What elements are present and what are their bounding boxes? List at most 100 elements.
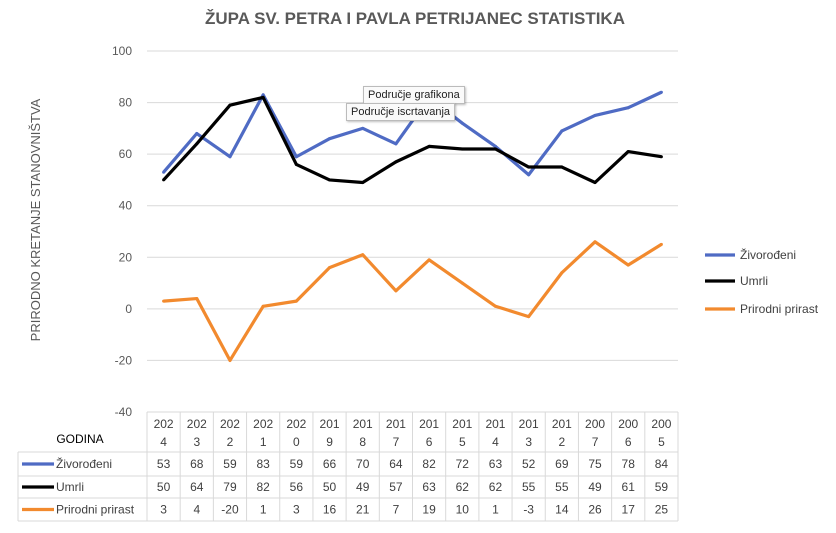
data-point[interactable]: [261, 93, 265, 97]
x-tick-label-cont: 7: [592, 435, 599, 449]
legend-entry[interactable]: Prirodni prirast: [740, 302, 819, 316]
data-label: 50: [157, 480, 171, 494]
x-tick-label-cont: 4: [160, 435, 167, 449]
data-label: 83: [256, 457, 270, 471]
data-point[interactable]: [361, 253, 365, 257]
x-tick-label: 201: [320, 417, 340, 431]
data-point[interactable]: [228, 103, 232, 107]
data-point[interactable]: [394, 289, 398, 293]
data-point[interactable]: [195, 132, 199, 136]
data-label: 21: [356, 503, 370, 517]
tooltip-chart-area: Područje grafikona: [363, 86, 465, 104]
data-label: 49: [356, 480, 370, 494]
series-line-Prirodni prirast[interactable]: [163, 240, 663, 363]
data-point[interactable]: [195, 297, 199, 301]
x-axis-title: GODINA: [56, 432, 103, 446]
data-label: 63: [422, 480, 436, 494]
data-label: -3: [523, 503, 534, 517]
data-point[interactable]: [493, 147, 497, 151]
data-point[interactable]: [195, 142, 199, 146]
x-tick-label-cont: 2: [227, 435, 234, 449]
data-point[interactable]: [493, 304, 497, 308]
data-point[interactable]: [228, 358, 232, 362]
data-label: 57: [389, 480, 403, 494]
data-point[interactable]: [527, 315, 531, 319]
series-line-Umrli[interactable]: [162, 95, 662, 185]
data-point[interactable]: [460, 121, 464, 125]
chart-title: ŽUPA SV. PETRA I PAVLA PETRIJANEC STATIS…: [205, 9, 625, 28]
y-tick-label: -40: [115, 405, 133, 419]
data-point[interactable]: [560, 165, 564, 169]
data-point[interactable]: [394, 160, 398, 164]
legend-entry[interactable]: Umrli: [740, 274, 768, 288]
data-point[interactable]: [427, 258, 431, 262]
x-tick-label: 200: [651, 417, 671, 431]
data-point[interactable]: [328, 178, 332, 182]
x-tick-label: 201: [485, 417, 505, 431]
data-point[interactable]: [527, 165, 531, 169]
x-tick-label-cont: 0: [293, 435, 300, 449]
data-point[interactable]: [261, 95, 265, 99]
x-tick-label-cont: 7: [393, 435, 400, 449]
data-point[interactable]: [328, 137, 332, 141]
x-tick-label-cont: 6: [625, 435, 632, 449]
data-point[interactable]: [361, 126, 365, 130]
data-label: 64: [190, 480, 204, 494]
data-point[interactable]: [626, 263, 630, 267]
data-label: 70: [356, 457, 370, 471]
data-point[interactable]: [626, 150, 630, 154]
data-label: 14: [555, 503, 569, 517]
data-point[interactable]: [162, 178, 166, 182]
data-point[interactable]: [560, 271, 564, 275]
data-point[interactable]: [593, 240, 597, 244]
data-point[interactable]: [460, 281, 464, 285]
data-point[interactable]: [560, 129, 564, 133]
x-tick-label-cont: 2: [559, 435, 566, 449]
data-point[interactable]: [162, 170, 166, 174]
table-row-label: Umrli: [56, 480, 84, 494]
data-point[interactable]: [228, 155, 232, 159]
x-tick-label: 201: [386, 417, 406, 431]
x-tick-label: 201: [519, 417, 539, 431]
data-label: 7: [393, 503, 400, 517]
data-point[interactable]: [593, 181, 597, 185]
data-point[interactable]: [460, 147, 464, 151]
data-point[interactable]: [659, 242, 663, 246]
data-point[interactable]: [328, 266, 332, 270]
y-tick-label: 60: [119, 147, 133, 161]
x-tick-label: 200: [585, 417, 605, 431]
data-label: 1: [260, 503, 267, 517]
data-label: 10: [456, 503, 470, 517]
x-tick-label-cont: 5: [658, 435, 665, 449]
data-point[interactable]: [294, 162, 298, 166]
data-point[interactable]: [659, 90, 663, 94]
data-point[interactable]: [261, 304, 265, 308]
data-point[interactable]: [593, 113, 597, 117]
data-label: 56: [290, 480, 304, 494]
data-point[interactable]: [162, 299, 166, 303]
data-point[interactable]: [626, 106, 630, 110]
data-label: 16: [323, 503, 337, 517]
y-axis-title: PRIRODNO KRETANJE STANOVNIŠTVA: [28, 98, 43, 341]
data-point[interactable]: [527, 173, 531, 177]
data-label: 69: [555, 457, 569, 471]
data-point[interactable]: [493, 144, 497, 148]
x-tick-label-cont: 6: [426, 435, 433, 449]
data-label: 53: [157, 457, 171, 471]
y-tick-label: 80: [119, 96, 133, 110]
data-label: 79: [223, 480, 237, 494]
data-label: 55: [522, 480, 536, 494]
legend-entry[interactable]: Živorođeni: [740, 247, 796, 262]
data-point[interactable]: [294, 299, 298, 303]
data-point[interactable]: [394, 142, 398, 146]
data-point[interactable]: [427, 144, 431, 148]
data-point[interactable]: [361, 181, 365, 185]
data-point[interactable]: [294, 155, 298, 159]
x-tick-label: 202: [220, 417, 240, 431]
x-tick-label: 201: [419, 417, 439, 431]
y-tick-label: 100: [112, 44, 132, 58]
data-point[interactable]: [659, 155, 663, 159]
data-label: 62: [489, 480, 503, 494]
